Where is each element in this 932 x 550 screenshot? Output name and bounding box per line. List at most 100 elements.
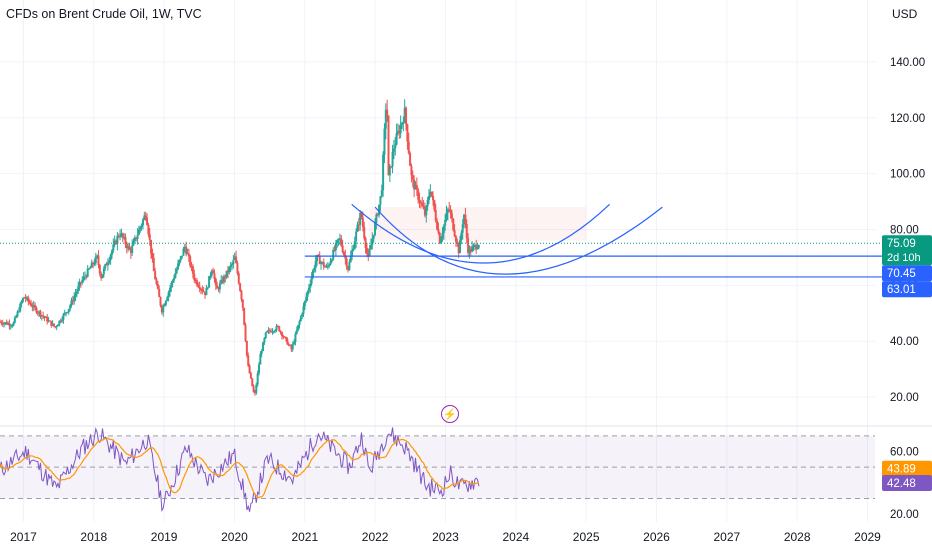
candle-body bbox=[400, 122, 403, 125]
candle-body bbox=[348, 262, 351, 270]
candle-body bbox=[325, 266, 328, 268]
price-label-badge bbox=[882, 265, 932, 282]
candle-body bbox=[93, 263, 96, 265]
candle-body bbox=[110, 250, 113, 255]
candle-body bbox=[171, 280, 174, 283]
candle-body bbox=[179, 256, 182, 261]
candle-body bbox=[182, 248, 185, 256]
candle-body bbox=[294, 333, 297, 342]
x-tick-label: 2029 bbox=[854, 530, 881, 544]
candle-body bbox=[357, 224, 360, 226]
candle-body bbox=[414, 184, 417, 190]
currency-label[interactable]: USD bbox=[892, 7, 918, 21]
candle-body bbox=[213, 273, 216, 279]
candle-body bbox=[92, 262, 95, 265]
candle-body bbox=[36, 312, 39, 314]
candle-body bbox=[96, 255, 99, 257]
candle-body bbox=[193, 273, 196, 280]
candle-body bbox=[222, 276, 225, 283]
candle-body bbox=[3, 323, 6, 325]
candle-body bbox=[272, 331, 275, 333]
candle-body bbox=[386, 109, 389, 116]
candle-body bbox=[71, 300, 74, 302]
candle-body bbox=[465, 224, 468, 239]
candle-body bbox=[457, 243, 460, 254]
candle-body bbox=[380, 190, 383, 197]
candle-body bbox=[144, 215, 147, 218]
candle-body bbox=[19, 303, 22, 312]
candle-body bbox=[342, 252, 345, 256]
candle-body bbox=[407, 141, 410, 154]
candle-body bbox=[17, 311, 20, 313]
candle-body bbox=[119, 235, 122, 237]
candle-body bbox=[434, 209, 437, 221]
candle-body bbox=[121, 233, 124, 238]
candle-body bbox=[270, 331, 273, 333]
candle-body bbox=[321, 262, 324, 264]
candle-body bbox=[65, 312, 68, 314]
candle-body bbox=[276, 326, 279, 328]
candle-body bbox=[437, 229, 440, 233]
candle-body bbox=[235, 256, 238, 263]
arc-drawing bbox=[374, 206, 663, 275]
candle-body bbox=[9, 325, 12, 327]
candle-body bbox=[248, 365, 251, 374]
candle-body bbox=[136, 234, 139, 239]
candle-body bbox=[156, 283, 159, 289]
candle-body bbox=[394, 144, 397, 149]
candle-body bbox=[442, 225, 445, 234]
candle-body bbox=[419, 202, 422, 204]
y-tick-label: 80.00 bbox=[890, 224, 919, 236]
candle-body bbox=[398, 130, 401, 134]
rsi-value-badge bbox=[882, 474, 932, 491]
candle-body bbox=[307, 287, 310, 292]
candle-body bbox=[421, 202, 424, 206]
candle-body bbox=[336, 240, 339, 243]
candle-body bbox=[449, 209, 452, 214]
y-tick-label: 40.00 bbox=[890, 336, 919, 348]
candle-body bbox=[369, 245, 372, 250]
y-tick-label: 20.00 bbox=[890, 392, 919, 404]
candle-body bbox=[268, 330, 271, 332]
candle-body bbox=[459, 240, 462, 254]
candle-body bbox=[426, 200, 429, 207]
candle-body bbox=[472, 245, 475, 247]
candle-body bbox=[289, 344, 292, 346]
candle-body bbox=[260, 351, 263, 354]
candle-body bbox=[82, 276, 85, 280]
candle-body bbox=[293, 341, 296, 345]
candle-body bbox=[388, 166, 391, 176]
candle-body bbox=[367, 253, 370, 256]
candle-body bbox=[212, 270, 215, 274]
candle-body bbox=[55, 326, 58, 328]
candle-body bbox=[102, 268, 105, 275]
candle-body bbox=[208, 276, 211, 288]
candle-body bbox=[133, 237, 136, 242]
candle-body bbox=[73, 296, 76, 302]
candle-body bbox=[450, 213, 453, 219]
candle-body bbox=[245, 340, 248, 356]
rsi-band bbox=[0, 435, 875, 499]
candle-body bbox=[67, 308, 70, 312]
candle-body bbox=[330, 259, 333, 262]
candle-body bbox=[44, 316, 47, 318]
candle-body bbox=[353, 241, 356, 249]
candle-body bbox=[262, 342, 265, 352]
candle-body bbox=[146, 217, 149, 225]
candle-body bbox=[108, 260, 111, 263]
candle-body bbox=[290, 345, 293, 350]
lightning-icon[interactable]: ⚡ bbox=[441, 405, 459, 423]
y-tick-label: 140.00 bbox=[890, 57, 925, 69]
countdown-label: 2d 10h bbox=[887, 252, 921, 264]
candle-body bbox=[271, 331, 274, 333]
candle-body bbox=[46, 316, 49, 322]
candle-body bbox=[27, 297, 30, 302]
candle-body bbox=[429, 191, 432, 196]
candle-body bbox=[332, 249, 335, 260]
candle-body bbox=[454, 236, 457, 242]
candle-body bbox=[83, 276, 86, 278]
candle-body bbox=[240, 290, 243, 300]
candle-body bbox=[216, 285, 219, 289]
candle-body bbox=[275, 326, 278, 331]
